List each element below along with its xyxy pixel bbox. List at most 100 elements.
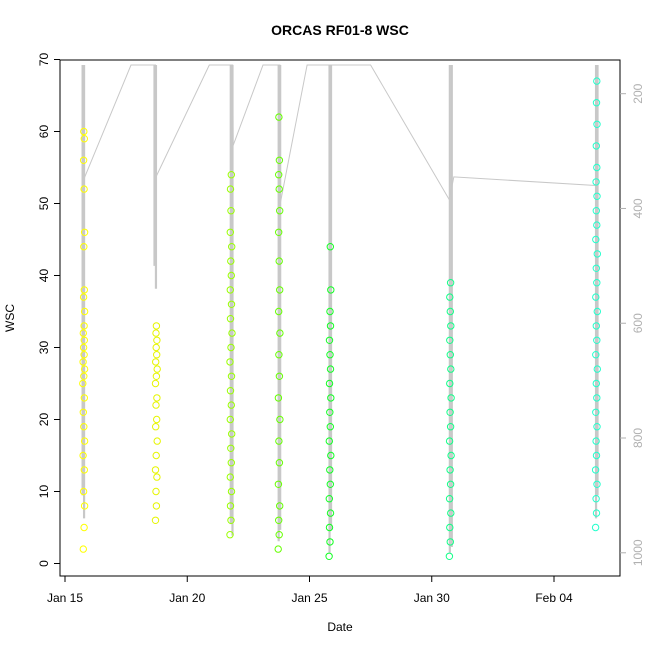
series-rf03 [226, 171, 236, 539]
data-point [447, 394, 455, 402]
data-point [151, 516, 160, 524]
data-point [275, 351, 283, 359]
data-point [80, 502, 89, 510]
data-point [80, 286, 89, 294]
data-point [446, 538, 454, 546]
data-point [80, 185, 88, 193]
y-tick-label: 20 [37, 413, 51, 427]
y-tick-label: 50 [37, 197, 51, 211]
pressure-track-line [83, 64, 596, 203]
data-point [275, 459, 284, 467]
chart-title: ORCAS RF01-8 WSC [271, 22, 409, 38]
data-point [227, 257, 235, 265]
data-point [153, 473, 161, 481]
data-point [227, 459, 236, 467]
data-point [227, 516, 235, 524]
data-point [326, 466, 334, 474]
series-rf02 [151, 322, 161, 524]
data-point [446, 423, 455, 431]
data-point [447, 365, 455, 373]
data-point [227, 171, 236, 179]
x-tick-label: Jan 30 [414, 591, 450, 605]
data-point [325, 379, 334, 388]
data-point [446, 293, 454, 301]
data-point [445, 495, 454, 503]
data-point [592, 437, 600, 445]
data-point [592, 451, 601, 460]
data-point [593, 221, 601, 229]
data-point [226, 473, 235, 481]
data-point [79, 451, 87, 460]
data-point [592, 207, 600, 215]
data-point [80, 228, 89, 237]
data-point [326, 509, 335, 517]
data-point [227, 444, 235, 452]
data-point [79, 293, 88, 301]
data-point [593, 192, 601, 201]
y-tick-label: 70 [37, 53, 51, 67]
data-point [326, 423, 334, 431]
data-point [446, 408, 454, 416]
x-tick-label: Jan 25 [291, 591, 327, 605]
data-point [275, 307, 283, 316]
data-point [80, 365, 89, 373]
x-tick-label: Jan 15 [47, 591, 83, 605]
data-point [446, 466, 454, 474]
data-point [152, 343, 160, 352]
series-rf05 [325, 243, 335, 560]
data-point [592, 509, 601, 517]
data-point [226, 315, 235, 323]
y-tick-label: 40 [37, 269, 51, 283]
y-tick-label: 10 [37, 485, 51, 499]
data-point [446, 523, 454, 532]
data-point [275, 156, 284, 165]
data-point [276, 329, 284, 337]
data-point [80, 394, 89, 402]
data-point [226, 531, 234, 539]
data-point [226, 286, 235, 294]
right-tick-label: 800 [631, 428, 645, 448]
series-rf07 [591, 77, 601, 532]
right-tick-label: 200 [631, 83, 645, 103]
data-point [79, 545, 88, 553]
data-point [152, 502, 161, 510]
data-point [79, 156, 88, 165]
data-point [153, 336, 161, 344]
data-point [227, 207, 235, 215]
data-point [275, 516, 283, 524]
data-point [326, 351, 334, 359]
data-point [593, 480, 601, 488]
data-point [227, 401, 236, 409]
data-point [592, 99, 601, 107]
data-point [80, 322, 88, 330]
y-tick-label: 0 [37, 560, 51, 567]
data-point [447, 509, 455, 517]
data-point [226, 358, 234, 366]
data-point [79, 329, 88, 337]
y-axis-label: WSC [3, 304, 17, 332]
data-point [80, 307, 89, 316]
data-point [80, 127, 88, 136]
data-point [80, 135, 89, 143]
data-point [226, 415, 235, 424]
right-tick-label: 400 [631, 198, 645, 218]
data-point [592, 322, 600, 330]
data-point [228, 243, 236, 251]
data-point [226, 228, 235, 237]
data-point [593, 307, 601, 316]
data-point [327, 286, 335, 294]
data-point [79, 487, 88, 496]
data-point [152, 451, 160, 460]
x-axis-label: Date [327, 620, 353, 634]
data-point [592, 293, 600, 301]
data-point [275, 113, 283, 121]
data-point [446, 279, 455, 287]
data-point [593, 423, 601, 431]
data-point [79, 358, 87, 366]
data-point [151, 379, 160, 388]
data-point [325, 523, 334, 532]
data-point [326, 243, 334, 251]
data-point [153, 365, 161, 373]
data-point [276, 415, 284, 424]
